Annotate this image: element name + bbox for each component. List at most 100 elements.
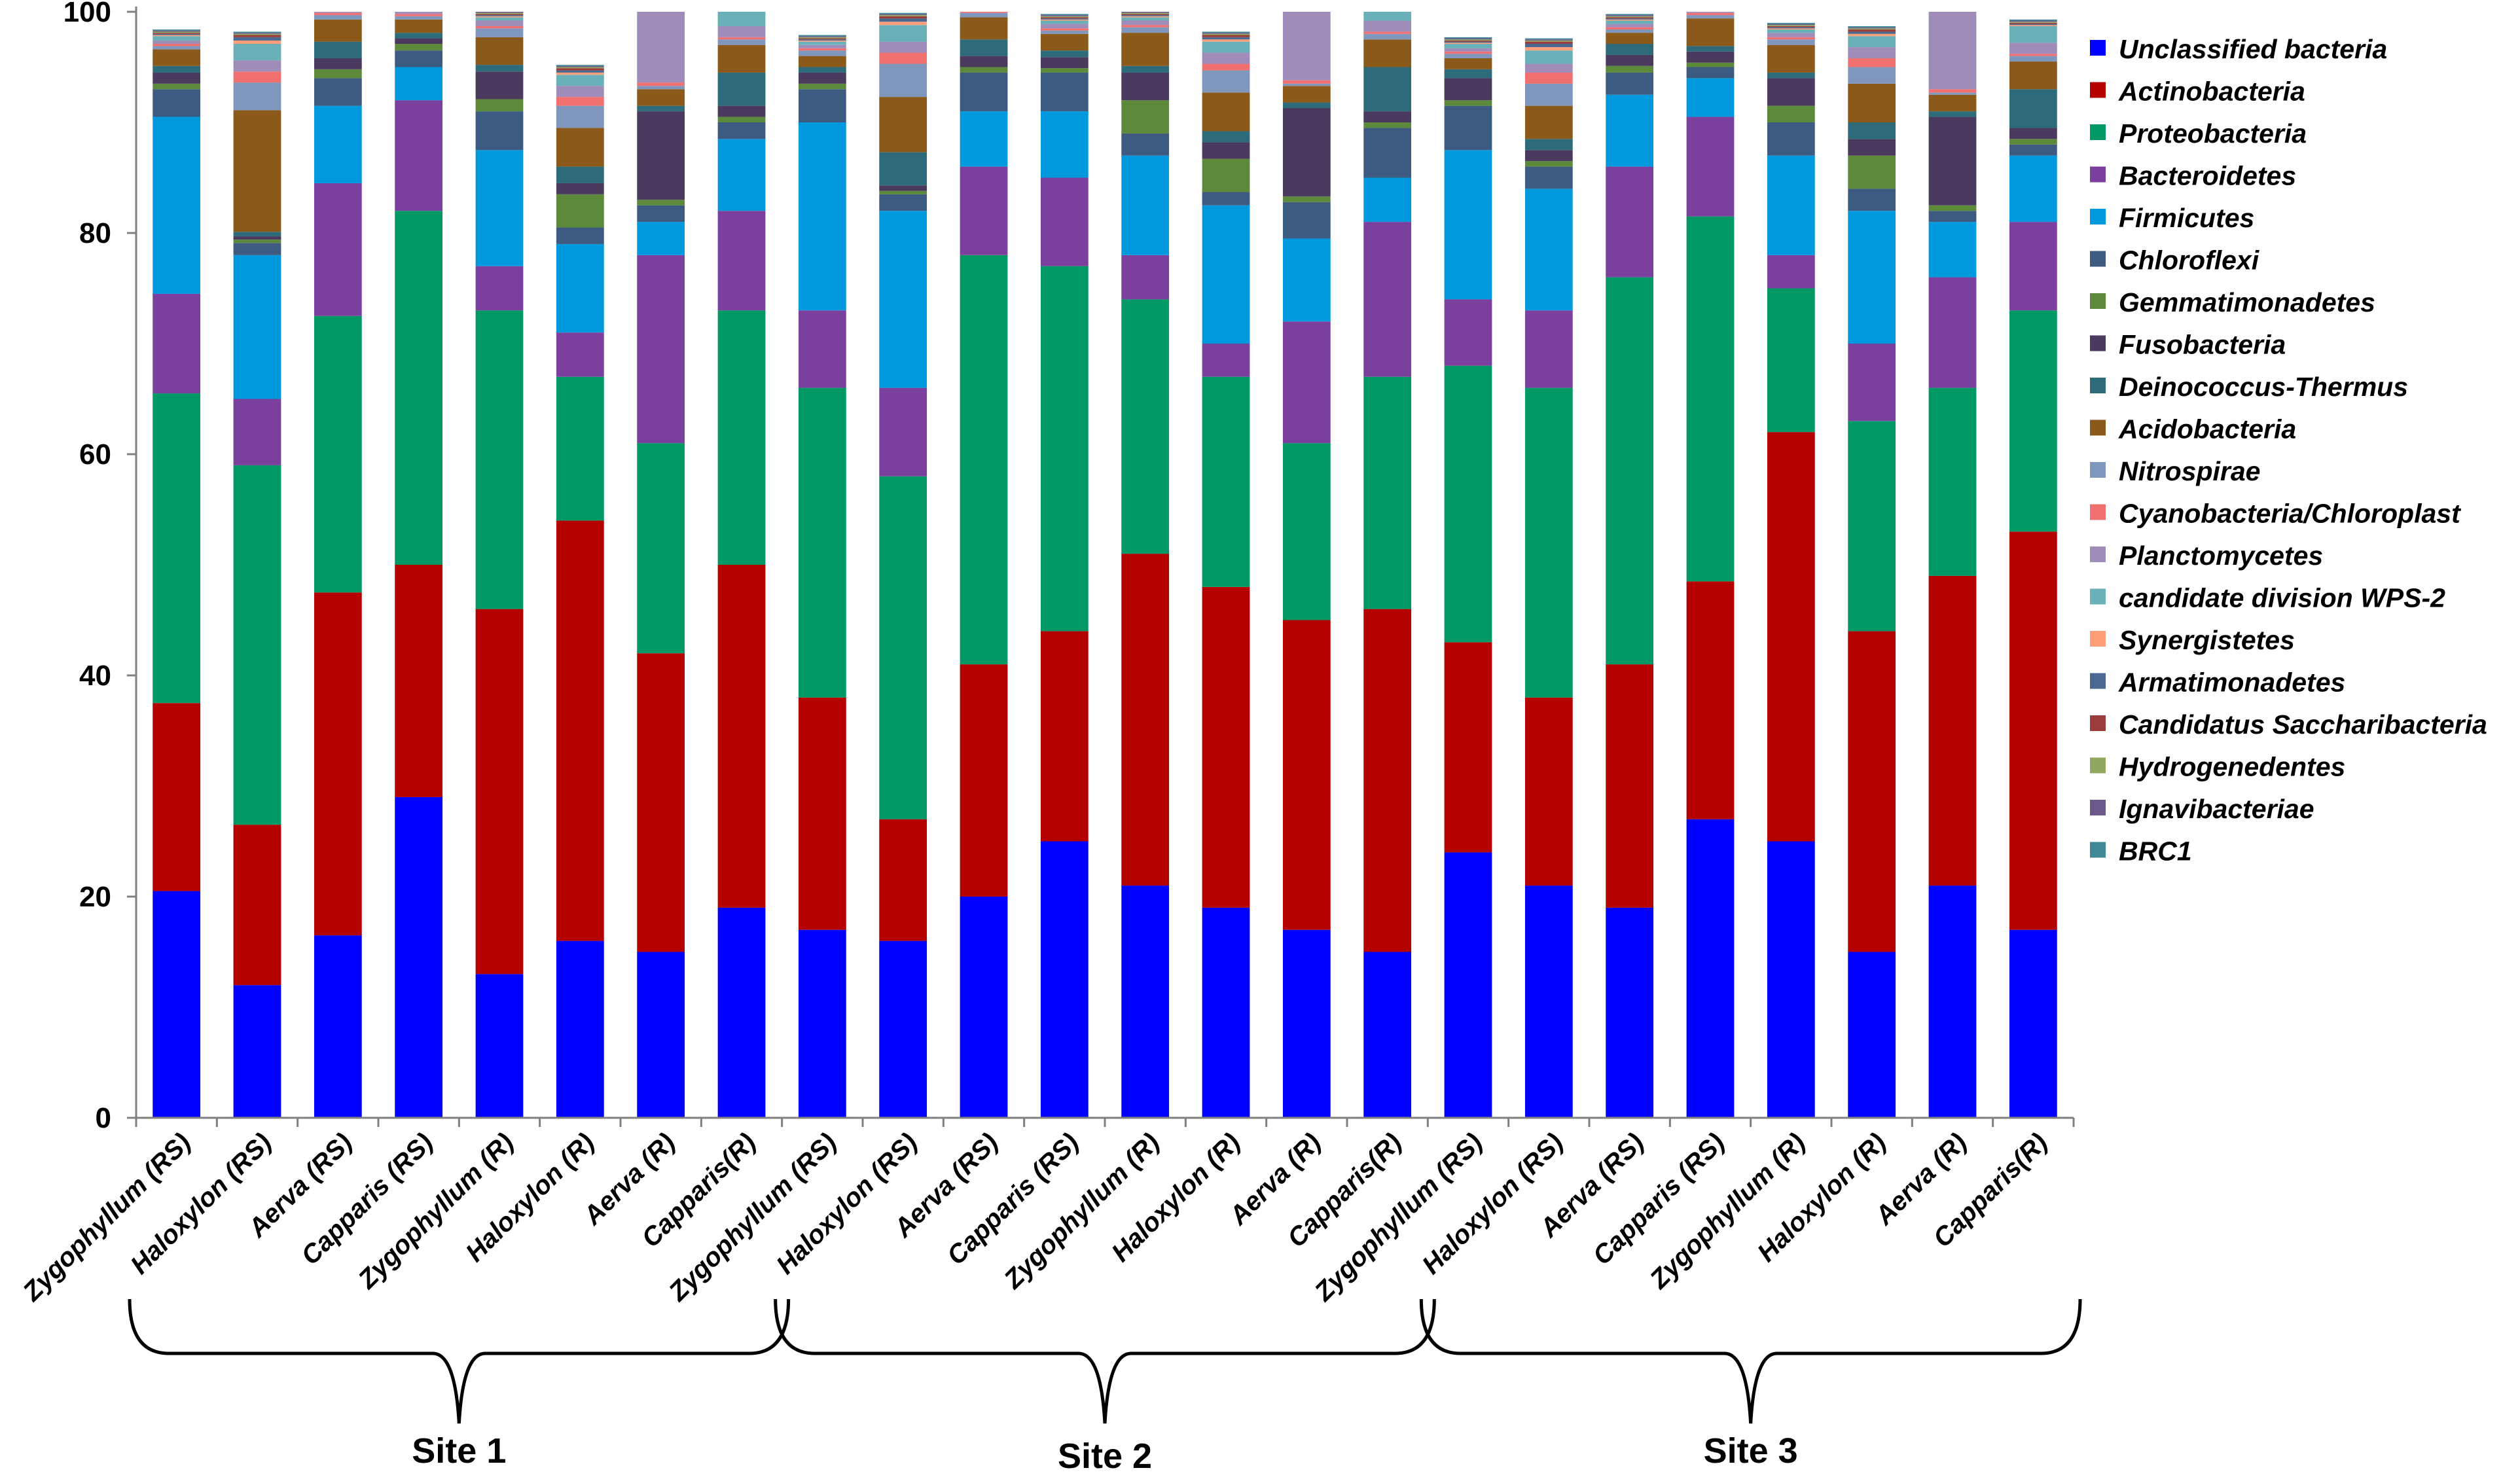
bar-segment xyxy=(1121,12,1170,14)
bar-segment xyxy=(879,819,927,941)
bar-segment xyxy=(233,60,281,72)
bar-segment xyxy=(395,100,443,211)
bar-segment xyxy=(556,128,604,167)
bar-segment xyxy=(1524,38,1573,40)
bar-segment xyxy=(1444,150,1492,300)
bar-segment xyxy=(2009,56,2057,62)
bar-segment xyxy=(637,82,685,86)
legend-item: candidate division WPS-2 xyxy=(2090,583,2445,613)
bar-segment xyxy=(798,387,846,698)
bar-segment xyxy=(2009,26,2057,43)
bar-segment xyxy=(1606,16,1654,18)
bar-segment xyxy=(637,105,685,112)
bar-segment xyxy=(395,12,443,14)
bar-stack xyxy=(1444,37,1492,1118)
bar-segment xyxy=(1282,102,1331,109)
bar-segment xyxy=(1686,12,1735,13)
bar-segment xyxy=(153,891,201,1118)
bar-segment xyxy=(1121,15,1170,16)
bar-segment xyxy=(1444,44,1492,48)
bar-segment xyxy=(556,376,604,521)
bar-segment xyxy=(798,41,846,45)
bar-segment xyxy=(1282,12,1331,80)
bar-segment xyxy=(1121,299,1170,554)
bar-segment xyxy=(1767,28,1815,30)
bar-stack xyxy=(395,12,443,1118)
bar-segment xyxy=(1928,222,1977,277)
bar-segment xyxy=(2009,128,2057,139)
bar-segment xyxy=(153,36,201,41)
bar-segment xyxy=(879,12,927,14)
bar-segment xyxy=(233,31,281,33)
bar-segment xyxy=(233,37,281,41)
bar-segment xyxy=(1524,310,1573,388)
bar-segment xyxy=(1040,30,1089,34)
bar-stack xyxy=(879,12,927,1118)
bar-segment xyxy=(1606,72,1654,95)
bar-segment xyxy=(1767,72,1815,79)
legend-label: Synergistetes xyxy=(2119,625,2295,655)
bar-segment xyxy=(1202,158,1250,192)
site-bracket xyxy=(128,1298,791,1424)
bar-segment xyxy=(637,111,685,200)
bar-segment xyxy=(2009,929,2057,1118)
bar-stack xyxy=(1848,26,1896,1118)
legend-label: candidate division WPS-2 xyxy=(2119,583,2445,613)
bar-segment xyxy=(1767,33,1815,37)
bar-segment xyxy=(1928,205,1977,211)
legend-swatch xyxy=(2090,588,2106,605)
bar-segment xyxy=(2009,531,2057,930)
bar-segment xyxy=(395,16,443,20)
bar-segment xyxy=(1848,188,1896,211)
bar-segment xyxy=(314,12,362,16)
bar-segment xyxy=(1686,12,1735,16)
legend-swatch xyxy=(2090,546,2106,562)
bar-segment xyxy=(153,83,201,90)
legend-item: Cyanobacteria/Chloroplast xyxy=(2090,499,2462,529)
bar-segment xyxy=(1202,35,1250,37)
bar-segment xyxy=(556,97,604,106)
legend-item: Candidatus Saccharibacteria xyxy=(2090,709,2487,740)
bar-segment xyxy=(1282,196,1331,202)
bar-segment xyxy=(879,190,927,194)
bar-segment xyxy=(1444,642,1492,853)
bar-segment xyxy=(1767,155,1815,255)
bar-segment xyxy=(1848,31,1896,34)
bar-segment xyxy=(960,166,1008,255)
bar-segment xyxy=(1524,50,1573,64)
bar-stack xyxy=(1282,12,1331,1118)
bar-segment xyxy=(1444,78,1492,101)
bar-segment xyxy=(1363,39,1412,67)
bar-segment xyxy=(960,111,1008,167)
bar-stack xyxy=(314,12,362,1118)
legend-label: Unclassified bacteria xyxy=(2119,34,2387,64)
bar-segment xyxy=(637,653,685,952)
bar-segment xyxy=(879,41,927,53)
bar-segment xyxy=(1606,20,1654,24)
bar-segment xyxy=(1040,57,1089,69)
bar-segment xyxy=(1767,22,1815,24)
bar-segment xyxy=(556,940,604,1118)
legend-item: Firmicutes xyxy=(2090,203,2254,233)
bar-segment xyxy=(1121,27,1170,33)
bar-segment xyxy=(717,72,766,106)
bar-segment xyxy=(960,39,1008,56)
bar-segment xyxy=(395,565,443,797)
legend-label: Fusobacteria xyxy=(2119,330,2286,360)
bar-segment xyxy=(1282,238,1331,322)
bar-segment xyxy=(1121,885,1170,1118)
bar-segment xyxy=(475,609,524,974)
bar-segment xyxy=(1444,40,1492,42)
y-axis: 0 20 40 60 80 100 xyxy=(63,0,2075,1134)
bar-stack xyxy=(1686,12,1735,1118)
bar-segment xyxy=(717,12,766,26)
bar-segment xyxy=(395,50,443,67)
bar-segment xyxy=(314,935,362,1118)
bar-segment xyxy=(717,39,766,45)
bar-segment xyxy=(879,387,927,476)
legend-label: Ignavibacteriae xyxy=(2119,794,2314,824)
bar-segment xyxy=(1524,72,1573,84)
bar-segment xyxy=(2009,155,2057,223)
bar-segment xyxy=(556,68,604,71)
bar-segment xyxy=(1928,89,1977,93)
